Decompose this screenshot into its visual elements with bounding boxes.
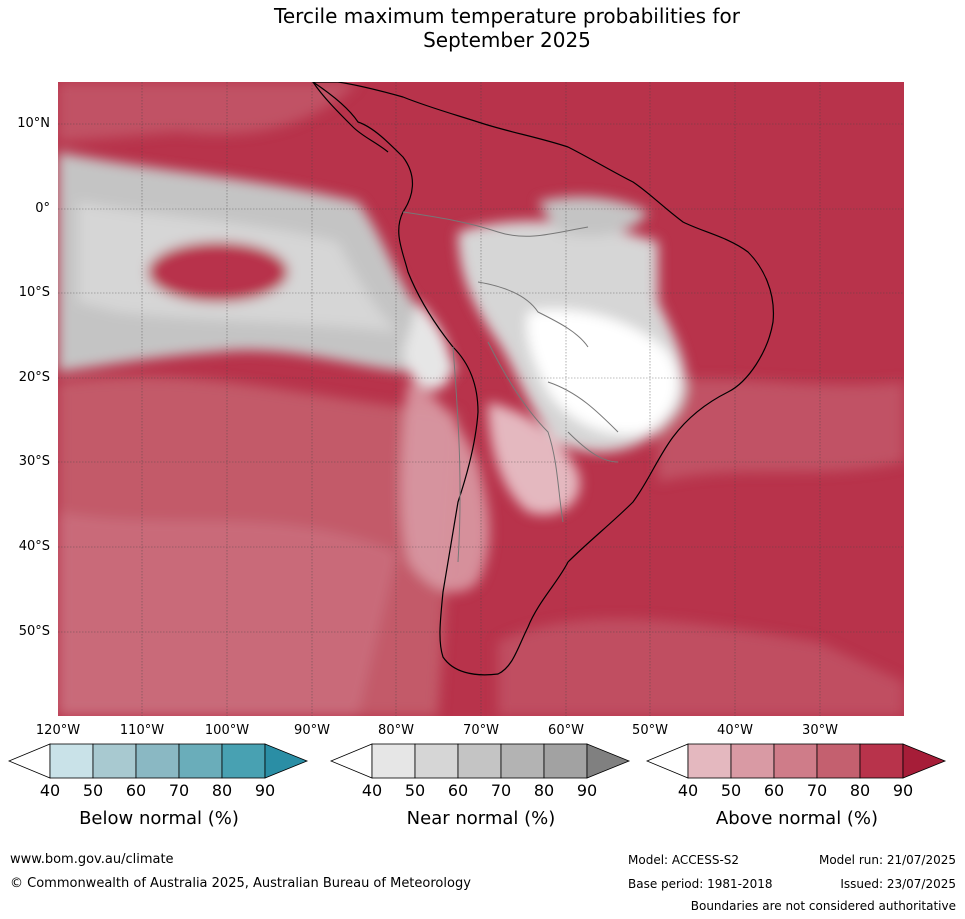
lon-label-100w: 100°W bbox=[204, 723, 250, 738]
colorbar-segment bbox=[221, 743, 266, 779]
colorbar-segment bbox=[457, 743, 502, 779]
colorbar-segment bbox=[687, 743, 732, 779]
below-normal-title: Below normal (%) bbox=[79, 808, 239, 829]
lon-label-60w: 60°W bbox=[548, 723, 584, 738]
colorbar-segment bbox=[135, 743, 180, 779]
graticule bbox=[58, 82, 904, 716]
colorbar-segment bbox=[543, 743, 588, 779]
colorbar-tick-label: 40 bbox=[39, 781, 61, 800]
colorbar-tick-label: 70 bbox=[490, 781, 512, 800]
colorbar-tick-label: 50 bbox=[720, 781, 742, 800]
colorbar-tick-label: 60 bbox=[125, 781, 147, 800]
colorbar-tick-label: 40 bbox=[677, 781, 699, 800]
lon-label-80w: 80°W bbox=[378, 723, 414, 738]
colorbar-segment bbox=[773, 743, 818, 779]
colorbar-tick-label: 90 bbox=[892, 781, 914, 800]
colorbar-tick-label: 60 bbox=[447, 781, 469, 800]
title-line-2: September 2025 bbox=[423, 28, 591, 52]
footer-copyright: © Commonwealth of Australia 2025, Austra… bbox=[10, 876, 471, 891]
lon-label-30w: 30°W bbox=[802, 723, 838, 738]
colorbar-tick-label: 50 bbox=[82, 781, 104, 800]
probability-map bbox=[58, 82, 904, 716]
lat-label-20s: 20°S bbox=[18, 370, 50, 385]
colorbar-tick-label: 70 bbox=[806, 781, 828, 800]
title-line-1: Tercile maximum temperature probabilitie… bbox=[274, 4, 740, 28]
footer-base-period: Base period: 1981-2018 bbox=[628, 877, 773, 891]
footer-url: www.bom.gov.au/climate bbox=[10, 852, 174, 867]
colorbar-extend-low bbox=[8, 743, 51, 779]
lat-label-50s: 50°S bbox=[18, 624, 50, 639]
country-borders bbox=[402, 211, 619, 563]
near-normal-colorbar bbox=[330, 743, 631, 779]
colorbar-tick-label: 60 bbox=[763, 781, 785, 800]
colorbar-segment bbox=[178, 743, 223, 779]
lon-label-40w: 40°W bbox=[717, 723, 753, 738]
above-normal-colorbar bbox=[646, 743, 947, 779]
footer-disclaimer: Boundaries are not considered authoritat… bbox=[690, 899, 956, 913]
map-svg bbox=[58, 82, 904, 716]
central-america-coastline bbox=[312, 82, 389, 153]
lat-label-10n: 10°N bbox=[17, 116, 50, 131]
lon-label-50w: 50°W bbox=[632, 723, 668, 738]
colorbar-extend-low bbox=[646, 743, 689, 779]
colorbar-tick-label: 90 bbox=[576, 781, 598, 800]
lon-label-90w: 90°W bbox=[294, 723, 330, 738]
colorbar-tick-label: 80 bbox=[533, 781, 555, 800]
colorbar-tick-label: 40 bbox=[361, 781, 383, 800]
footer-model: Model: ACCESS-S2 bbox=[628, 853, 740, 867]
south-america-coastline bbox=[311, 82, 775, 676]
colorbar-extend-high bbox=[902, 743, 947, 779]
colorbar-segment bbox=[859, 743, 904, 779]
lat-label-10s: 10°S bbox=[18, 285, 50, 300]
colorbar-segment bbox=[816, 743, 861, 779]
lon-label-70w: 70°W bbox=[463, 723, 499, 738]
colorbar-tick-label: 80 bbox=[849, 781, 871, 800]
footer-issued: Issued: 23/07/2025 bbox=[840, 877, 956, 891]
lat-label-0: 0° bbox=[35, 201, 50, 216]
colorbar-segment bbox=[730, 743, 775, 779]
colorbar-extend-low bbox=[330, 743, 373, 779]
above-normal-title: Above normal (%) bbox=[715, 808, 879, 829]
near-normal-title: Near normal (%) bbox=[406, 808, 556, 829]
colorbar-extend-high bbox=[264, 743, 309, 779]
colorbar-extend-high bbox=[586, 743, 631, 779]
lon-label-120w: 120°W bbox=[35, 723, 81, 738]
colorbar-segment bbox=[92, 743, 137, 779]
map-title: Tercile maximum temperature probabilitie… bbox=[0, 4, 965, 52]
colorbar-tick-label: 90 bbox=[254, 781, 276, 800]
colorbar-tick-label: 70 bbox=[168, 781, 190, 800]
lon-label-110w: 110°W bbox=[119, 723, 165, 738]
lat-label-30s: 30°S bbox=[18, 454, 50, 469]
footer-model-run: Model run: 21/07/2025 bbox=[818, 853, 956, 867]
colorbar-segment bbox=[49, 743, 94, 779]
lat-label-40s: 40°S bbox=[18, 539, 50, 554]
colorbar-segment bbox=[414, 743, 459, 779]
colorbar-tick-label: 50 bbox=[404, 781, 426, 800]
colorbar-tick-label: 80 bbox=[211, 781, 233, 800]
colorbar-segment bbox=[500, 743, 545, 779]
below-normal-colorbar bbox=[8, 743, 309, 779]
colorbar-segment bbox=[371, 743, 416, 779]
